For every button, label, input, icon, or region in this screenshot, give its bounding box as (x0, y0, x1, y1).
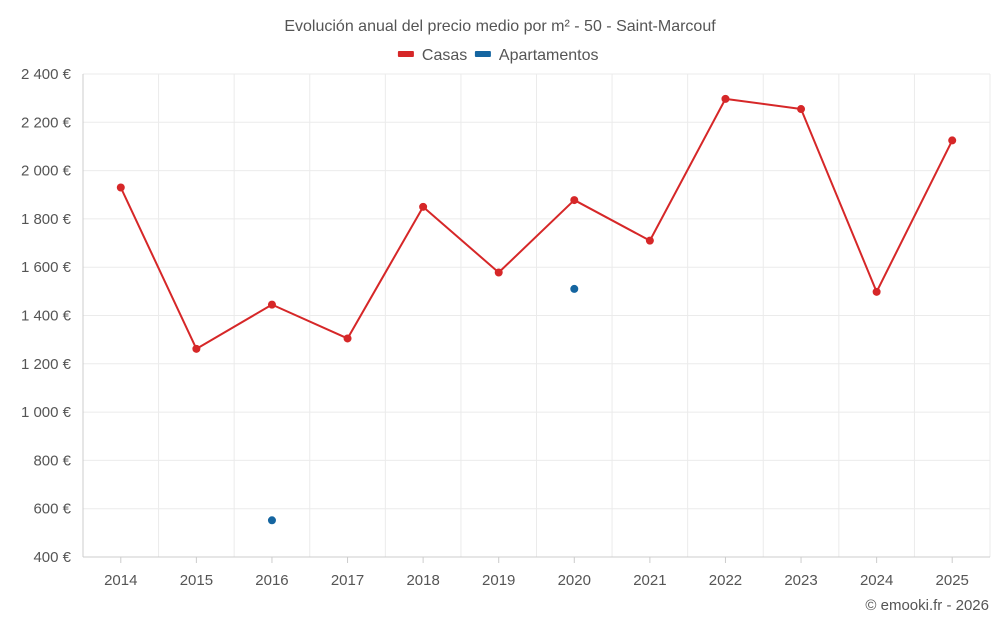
data-point-casas-2018 (419, 202, 428, 211)
data-point-casas-2021 (645, 236, 654, 245)
series-line-casas (119, 97, 954, 350)
y-tick-label: 2 000 € (21, 163, 72, 180)
grid (82, 73, 991, 557)
data-point-apartamentos-2016 (267, 516, 276, 525)
axes: 400 € 600 € 800 € 1 000 € 1 200 € 1 400 € 1 60… (21, 66, 990, 589)
legend-label-apartamentos: Apartamentos (499, 47, 599, 64)
x-tick-label: 2022 (709, 572, 742, 589)
x-tick-label: 2014 (104, 572, 137, 589)
data-point-casas-2019 (494, 268, 503, 277)
legend-swatch-apartamentos (474, 51, 491, 57)
x-tick-label: 2018 (406, 572, 439, 589)
data-point-casas-2017 (343, 334, 352, 343)
legend-label-casas: Casas (422, 47, 467, 64)
data-point-casas-2016 (267, 300, 276, 309)
x-tick-label: 2016 (255, 572, 288, 589)
x-tick-label: 2021 (633, 572, 666, 589)
y-tick-label: 600 € (33, 501, 71, 518)
series-layer (116, 94, 957, 525)
data-point-casas-2024 (872, 287, 881, 296)
data-point-casas-2020 (570, 196, 579, 205)
y-tick-label: 1 600 € (21, 259, 72, 276)
legend-swatch-casas (397, 51, 414, 57)
y-tick-label: 1 000 € (21, 404, 72, 421)
x-tick-label: 2019 (482, 572, 515, 589)
copyright-footer: © emooki.fr - 2026 (865, 597, 989, 614)
y-tick-label: 400 € (33, 549, 71, 566)
chart-title: Evolución anual del precio medio por m² … (284, 18, 716, 35)
x-tick-label: 2024 (860, 572, 893, 589)
data-point-casas-2014 (116, 183, 125, 192)
x-tick-label: 2023 (784, 572, 817, 589)
y-tick-label: 1 400 € (21, 308, 72, 325)
y-tick-label: 2 400 € (21, 66, 72, 83)
y-tick-label: 800 € (33, 452, 71, 469)
x-tick-label: 2017 (331, 572, 364, 589)
data-point-casas-2023 (797, 105, 806, 114)
legend: Casas Apartamentos (397, 47, 599, 64)
y-tick-label: 1 200 € (21, 356, 72, 373)
x-tick-label: 2015 (180, 572, 213, 589)
x-tick-label: 2025 (936, 572, 969, 589)
y-tick-label: 2 200 € (21, 114, 72, 131)
data-point-casas-2025 (948, 136, 957, 145)
data-point-casas-2015 (192, 344, 201, 353)
data-point-casas-2022 (721, 94, 730, 103)
x-tick-label: 2020 (558, 572, 591, 589)
y-tick-label: 1 800 € (21, 211, 72, 228)
data-point-apartamentos-2020 (570, 284, 579, 293)
